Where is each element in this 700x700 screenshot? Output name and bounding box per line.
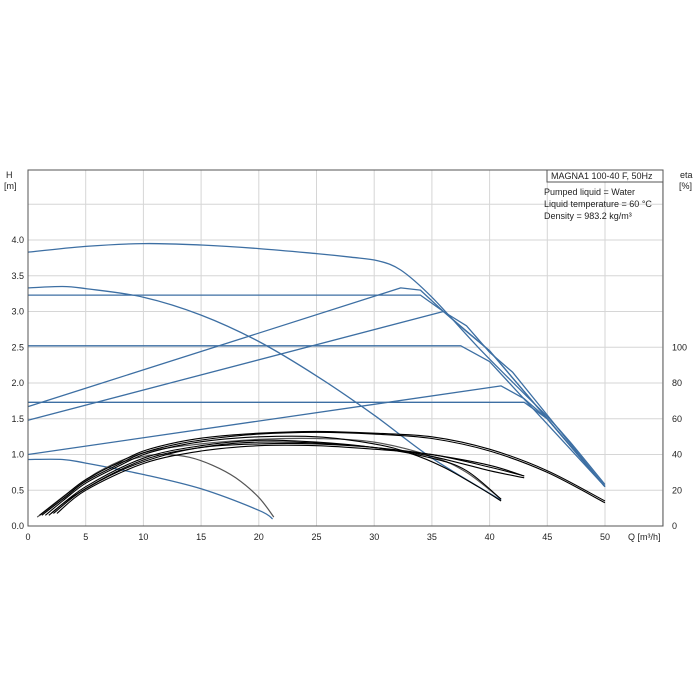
x-tick-label: 45	[542, 532, 552, 542]
x-tick-label: 50	[600, 532, 610, 542]
y-right-tick-label: 100	[672, 343, 687, 353]
y-left-tick-label: 3.5	[11, 271, 24, 281]
efficiency-curve	[44, 435, 502, 516]
y-left-tick-label: 4.0	[11, 235, 24, 245]
chart-title: MAGNA1 100-40 F, 50Hz	[551, 171, 653, 181]
head-curve-constant-curve	[27, 285, 502, 501]
y-right-label-line1: eta	[680, 170, 693, 180]
efficiency-curve	[48, 441, 502, 516]
x-tick-label: 10	[138, 532, 148, 542]
y-right-tick-label: 20	[672, 485, 682, 495]
efficiency-curve	[50, 439, 525, 514]
grid-lines	[28, 170, 664, 526]
x-tick-label: 5	[83, 532, 88, 542]
head-curve-proportional-pressure	[27, 385, 606, 488]
y-right-tick-label: 80	[672, 378, 682, 388]
y-left-tick-label: 1.5	[11, 414, 24, 424]
y-right-tick-label: 60	[672, 414, 682, 424]
y-left-tick-label: 2.0	[11, 378, 24, 388]
x-tick-label: 0	[25, 532, 30, 542]
info-pumped-liquid: Pumped liquid = Water	[544, 187, 635, 197]
y-left-tick-label: 0.0	[11, 521, 24, 531]
y-left-tick-label: 1.0	[11, 450, 24, 460]
x-tick-label: 15	[196, 532, 206, 542]
efficiency-curve-min	[39, 453, 275, 518]
y-left-tick-label: 2.5	[11, 342, 24, 352]
x-tick-label: 40	[485, 532, 495, 542]
x-tick-label: 25	[311, 532, 321, 542]
efficiency-curve	[53, 442, 525, 514]
head-curve-proportional-pressure	[27, 310, 606, 488]
y-left-label-line1: H	[6, 170, 13, 180]
efficiency-curve	[41, 431, 606, 516]
title-box	[546, 169, 664, 183]
info-density: Density = 983.2 kg/m³	[544, 211, 632, 221]
head-curve-proportional-pressure	[27, 287, 606, 488]
y-left-tick-label: 0.5	[11, 485, 24, 495]
head-curve-max-curve	[27, 242, 606, 485]
x-tick-label: 20	[254, 532, 264, 542]
efficiency-curve	[39, 430, 606, 516]
y-left-label-line2: [m]	[4, 181, 17, 191]
plot-frame	[27, 169, 664, 527]
head-curve-min-curve	[27, 458, 273, 520]
y-left-tick-label: 3.0	[11, 307, 24, 317]
y-right-tick-label: 40	[672, 450, 682, 460]
efficiency-curve	[56, 444, 525, 514]
y-right-tick-label: 0	[672, 521, 677, 531]
x-axis-label: Q [m³/h]	[628, 532, 661, 542]
tick-labels: 0 5 10 15 20 25 30 35 40 45 50 0.0 0.5 1.0 1.5 2.0 2.5 3.…	[11, 235, 687, 542]
info-liquid-temperature: Liquid temperature = 60 °C	[544, 199, 652, 209]
head-curve-constant-pressure	[28, 345, 606, 488]
x-tick-label: 35	[427, 532, 437, 542]
x-tick-label: 30	[369, 532, 379, 542]
curve-layer	[27, 242, 606, 520]
y-right-label-line2: [%]	[679, 181, 692, 191]
